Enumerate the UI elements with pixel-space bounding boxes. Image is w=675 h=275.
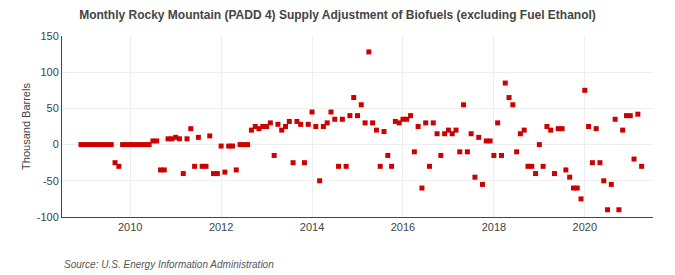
svg-text:2012: 2012: [209, 221, 233, 233]
svg-text:-50: -50: [43, 175, 59, 187]
svg-text:2020: 2020: [573, 221, 597, 233]
svg-text:2018: 2018: [482, 221, 506, 233]
svg-text:Source: U.S. Energy Informatio: Source: U.S. Energy Information Administ…: [64, 259, 274, 270]
svg-text:Monthly Rocky Mountain (PADD 4: Monthly Rocky Mountain (PADD 4) Supply A…: [79, 8, 596, 22]
svg-text:2010: 2010: [118, 221, 142, 233]
svg-text:-100: -100: [37, 211, 59, 223]
svg-text:Thousand Barrels: Thousand Barrels: [20, 83, 32, 170]
svg-text:50: 50: [47, 102, 59, 114]
svg-text:0: 0: [53, 138, 59, 150]
svg-text:150: 150: [40, 30, 58, 42]
svg-text:2014: 2014: [300, 221, 324, 233]
svg-text:100: 100: [40, 66, 58, 78]
svg-text:2016: 2016: [391, 221, 415, 233]
